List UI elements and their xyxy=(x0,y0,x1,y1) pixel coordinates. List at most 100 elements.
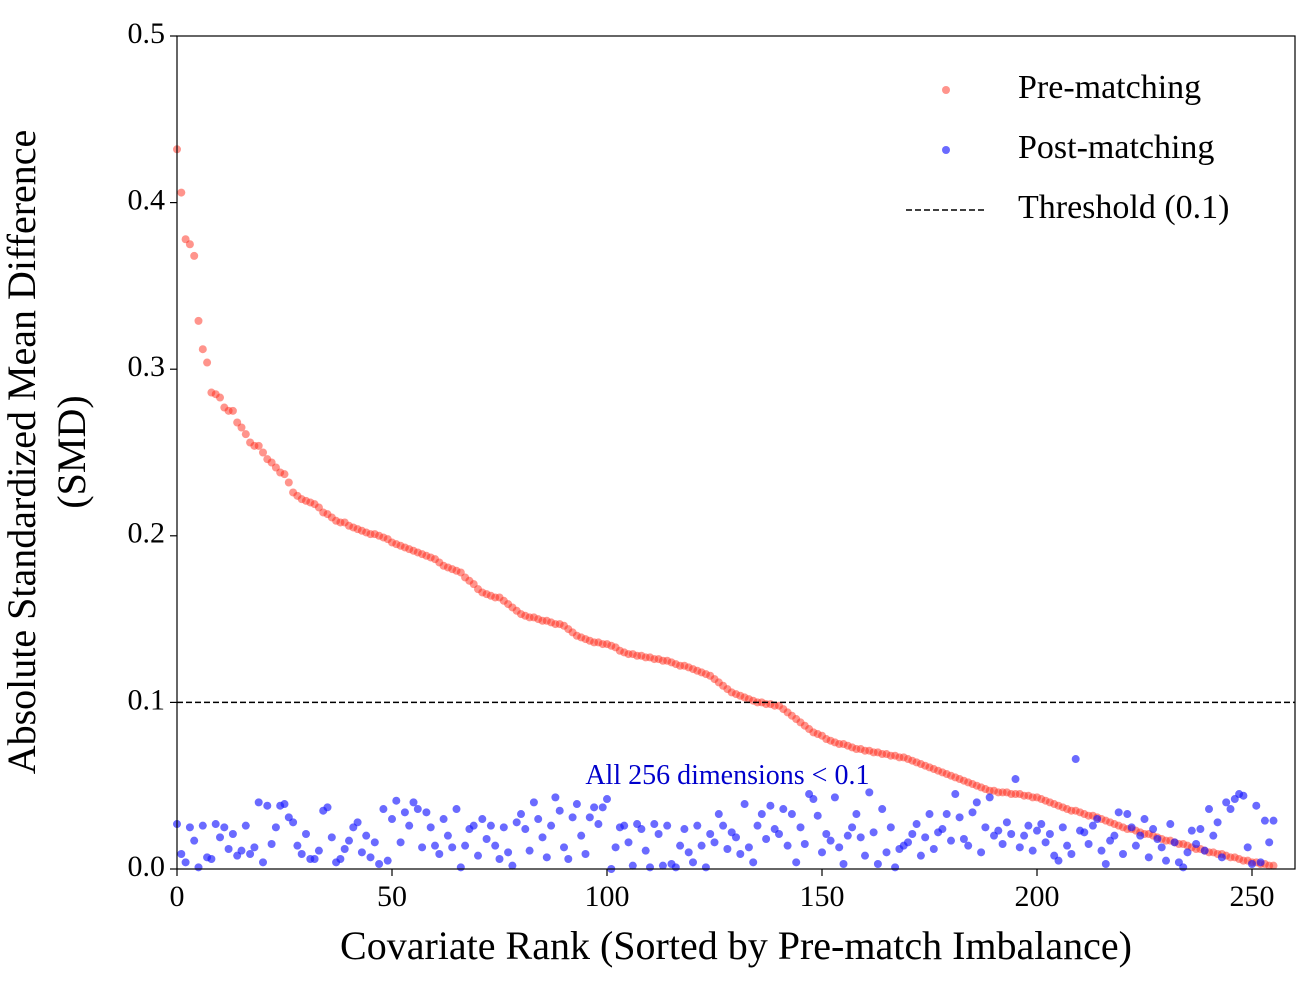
point xyxy=(646,863,654,872)
point xyxy=(869,828,878,837)
point xyxy=(654,830,663,839)
point xyxy=(878,805,887,814)
point xyxy=(542,853,551,862)
point xyxy=(383,856,392,865)
point xyxy=(525,846,534,855)
point xyxy=(564,855,573,864)
point xyxy=(938,825,947,834)
point xyxy=(1088,821,1097,830)
point xyxy=(345,836,353,845)
point xyxy=(697,841,706,850)
point xyxy=(628,861,637,870)
point xyxy=(852,810,861,819)
point xyxy=(955,813,964,822)
point xyxy=(250,843,259,852)
point xyxy=(499,823,508,832)
point xyxy=(813,811,822,820)
legend-label: Pre-matching xyxy=(1018,69,1201,106)
point xyxy=(783,841,792,850)
point xyxy=(1080,828,1089,837)
point xyxy=(1045,830,1054,839)
point xyxy=(254,798,263,807)
point xyxy=(456,863,465,872)
point xyxy=(560,843,568,852)
point xyxy=(1144,853,1153,862)
point xyxy=(1110,831,1119,840)
point xyxy=(848,823,857,832)
point xyxy=(1097,846,1106,855)
point xyxy=(886,823,895,832)
y-tick-label: 0.3 xyxy=(128,350,166,383)
point xyxy=(1243,843,1252,852)
point xyxy=(977,848,986,857)
point xyxy=(392,796,401,805)
point xyxy=(228,830,237,839)
point xyxy=(1054,856,1063,865)
point xyxy=(1248,860,1256,869)
point xyxy=(478,815,487,824)
point xyxy=(1192,840,1201,849)
point xyxy=(1058,823,1067,832)
point xyxy=(461,841,470,850)
point xyxy=(994,826,1003,835)
point xyxy=(1226,805,1235,814)
point xyxy=(637,825,646,834)
point xyxy=(1196,825,1205,834)
point xyxy=(370,838,379,847)
point xyxy=(353,818,362,827)
point xyxy=(1131,841,1140,850)
point xyxy=(800,840,809,849)
point xyxy=(620,821,629,830)
point xyxy=(474,851,482,860)
point xyxy=(904,838,912,847)
point xyxy=(271,823,280,832)
point xyxy=(762,835,771,844)
point xyxy=(241,821,250,830)
point xyxy=(658,861,667,870)
point xyxy=(198,821,207,830)
point xyxy=(590,803,599,812)
y-tick-label: 0.1 xyxy=(128,683,166,716)
point xyxy=(929,845,938,854)
point xyxy=(1067,850,1076,859)
point xyxy=(1119,850,1127,859)
point xyxy=(418,843,427,852)
point xyxy=(723,845,732,854)
point xyxy=(388,815,396,824)
y-tick-label: 0.5 xyxy=(128,17,166,50)
point xyxy=(1007,830,1016,839)
point xyxy=(964,841,973,850)
point xyxy=(469,821,478,830)
point xyxy=(289,818,298,827)
point xyxy=(280,800,289,809)
point xyxy=(1166,820,1175,829)
point xyxy=(534,815,543,824)
point xyxy=(908,830,917,839)
point xyxy=(194,316,203,325)
point xyxy=(190,836,199,845)
point xyxy=(822,830,831,839)
point xyxy=(1179,863,1188,872)
point xyxy=(259,448,267,457)
point xyxy=(1028,846,1037,855)
point xyxy=(263,801,272,810)
point xyxy=(512,818,521,827)
point xyxy=(1256,858,1265,867)
point xyxy=(448,843,457,852)
point xyxy=(1213,818,1222,827)
point xyxy=(495,855,504,864)
point xyxy=(1153,835,1162,844)
point xyxy=(671,863,680,872)
point xyxy=(757,810,766,819)
point xyxy=(259,858,267,867)
point xyxy=(491,841,500,850)
point xyxy=(413,805,422,814)
point xyxy=(431,841,439,850)
point xyxy=(719,821,728,830)
point xyxy=(1149,825,1158,834)
point xyxy=(835,843,844,852)
point xyxy=(787,810,796,819)
point xyxy=(254,441,263,450)
y-tick-label: 0.4 xyxy=(128,183,166,216)
point xyxy=(985,793,994,802)
